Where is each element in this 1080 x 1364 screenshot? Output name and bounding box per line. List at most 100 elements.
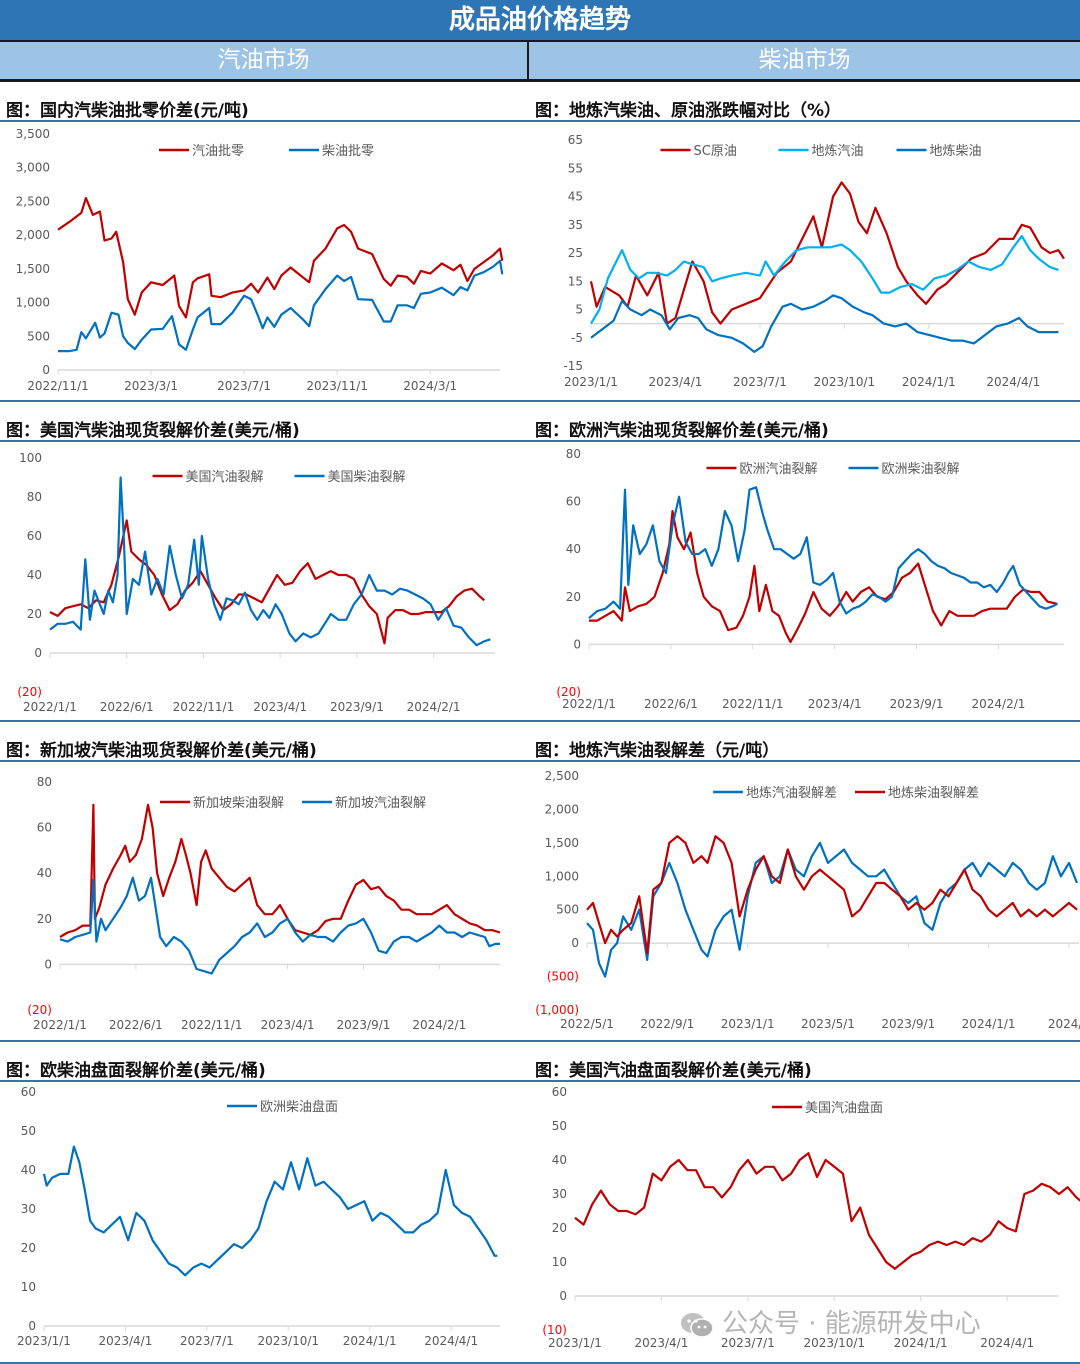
x-tick-label: 2023/4/1 (261, 1018, 315, 1032)
x-tick-label: 2023/10/1 (804, 1336, 866, 1350)
watermark-text: 公众号 · 能源研发中心 (722, 1309, 981, 1339)
legend-item: 地炼汽油 (778, 144, 864, 159)
series-line-2 (590, 235, 1059, 325)
legend-label: 欧洲汽油裂解 (740, 462, 818, 477)
title-underline (0, 760, 529, 762)
y-tick-label: 2,500 (545, 769, 579, 783)
y-tick-label: 500 (556, 903, 579, 917)
series-line-2 (588, 486, 1058, 620)
series-line-2 (586, 835, 1078, 955)
series-line-1 (49, 519, 486, 645)
x-tick-label: 2023/4/1 (634, 1336, 688, 1350)
panel-bottom-rule (0, 720, 529, 722)
y-tick-label: 0 (28, 1319, 36, 1333)
y-tick-label: 30 (21, 1202, 36, 1216)
y-tick-label: 10 (552, 1255, 567, 1269)
x-tick-label: 2023/10/1 (814, 375, 876, 389)
x-tick-label: 2024/1/1 (902, 375, 956, 389)
panel-bottom-rule (529, 1362, 1080, 1364)
x-tick-label: 2024/3/1 (403, 379, 457, 393)
legend-item: 地炼汽油裂解差 (713, 786, 837, 801)
legend-item: 新加坡柴油裂解 (160, 795, 284, 811)
y-tick-label: 65 (568, 133, 583, 147)
y-tick-label: 1,000 (16, 296, 50, 310)
legend-label: 新加坡汽油裂解 (335, 795, 426, 811)
x-tick-label: 2023/4/1 (808, 697, 862, 711)
y-tick-label: 45 (568, 190, 583, 204)
chart-title: 图：欧洲汽柴油现货裂解价差(美元/桶) (535, 421, 829, 441)
y-tick-label: (10) (542, 1323, 567, 1337)
line-chart: (1,000) (500) 0 500 1,000 1,500 2,000 2,500 2022… (535, 769, 1080, 1031)
legend-label: 地炼柴油裂解差 (888, 786, 979, 801)
y-tick-label: 0 (571, 936, 579, 950)
legend-item: 新加坡汽油裂解 (302, 795, 426, 811)
panel-bottom-rule (529, 720, 1080, 722)
title-underline (529, 120, 1080, 122)
title-underline (0, 440, 529, 442)
x-tick-label: 2022/11/1 (181, 1018, 243, 1032)
x-tick-label: 2024/2/1 (407, 700, 461, 714)
legend-label: 地炼汽油裂解差 (746, 786, 837, 801)
y-tick-label: 60 (21, 1085, 36, 1099)
x-tick-label: 2023/10/1 (258, 1334, 320, 1348)
x-tick-label: 2024/4/1 (980, 1336, 1034, 1350)
chart-title: 图：欧柴油盘面裂解价差(美元/桶) (6, 1061, 266, 1081)
legend-label: 地炼汽油 (812, 144, 864, 159)
y-tick-label: (20) (27, 1003, 52, 1017)
y-tick-label: 2,500 (16, 194, 50, 208)
y-tick-label: 60 (552, 1085, 567, 1099)
y-tick-label: 1,500 (16, 262, 50, 276)
x-tick-label: 2023/9/1 (336, 1018, 390, 1032)
y-tick-label: 55 (568, 161, 583, 175)
y-tick-label: 500 (27, 329, 50, 343)
title-underline (529, 760, 1080, 762)
x-tick-label: 2024/4/1 (424, 1334, 478, 1348)
watermark: 公众号 · 能源研发中心 (680, 1303, 981, 1340)
chart-title: 图：新加坡汽柴油现货裂解价差(美元/桶) (6, 741, 317, 761)
panel-bottom-rule (529, 400, 1080, 402)
y-tick-label: 25 (568, 246, 583, 260)
x-tick-label: 2023/9/1 (881, 1017, 935, 1031)
panel-bottom-rule (0, 1362, 529, 1364)
series-line-3 (590, 294, 1059, 353)
series-line-1 (57, 196, 504, 319)
x-tick-label: 2023/4/1 (649, 375, 703, 389)
x-tick-label: 2023/4/1 (253, 700, 307, 714)
x-tick-label: 2024/1/1 (962, 1017, 1016, 1031)
y-tick-label: 40 (21, 1163, 36, 1177)
y-tick-label: 0 (559, 1289, 567, 1303)
x-tick-label: 2023/4/1 (98, 1334, 152, 1348)
x-tick-label: 2022/6/1 (100, 700, 154, 714)
x-tick-label: 2022/11/1 (722, 697, 784, 711)
legend-label: 柴油批零 (322, 144, 374, 159)
x-tick-label: 2023/7/1 (217, 379, 271, 393)
y-tick-label: 40 (552, 1153, 567, 1167)
legend-label: 地炼柴油 (930, 144, 982, 159)
x-tick-label: 2022/11/1 (27, 379, 89, 393)
line-chart: 0 500 1,000 1,500 2,000 2,500 3,000 3,500 2022/1… (16, 127, 504, 393)
chart-title: 图：国内汽柴油批零价差(元/吨) (6, 101, 249, 121)
x-tick-label: 2022/1/1 (33, 1018, 87, 1032)
x-tick-label: 2022/9/1 (640, 1017, 694, 1031)
legend-label: 欧洲柴油裂解 (882, 462, 960, 477)
title-underline (529, 440, 1080, 442)
y-tick-label: 40 (27, 568, 42, 582)
line-chart: (20) 0 20 40 60 80 2022/1/1 2022/6/1 2022/11/1 20… (27, 775, 501, 1032)
legend-item: 地炼柴油 (896, 144, 982, 159)
x-tick-label: 2024/1/1 (343, 1334, 397, 1348)
title-underline (529, 1080, 1080, 1082)
series-line-2 (49, 476, 491, 647)
y-tick-label: -5 (571, 331, 583, 345)
y-tick-label: 10 (21, 1280, 36, 1294)
x-tick-label: 2023/9/1 (330, 700, 384, 714)
legend-label: 美国汽油裂解 (186, 470, 264, 485)
legend-label: 美国柴油裂解 (328, 470, 406, 485)
x-tick-label: 2022/11/1 (173, 700, 235, 714)
y-tick-label: 60 (566, 495, 581, 509)
title-underline (0, 120, 529, 122)
y-tick-label: 80 (37, 775, 52, 789)
y-tick-label: 60 (37, 821, 52, 835)
chart-panel-singapore-spot-crack: 图：新加坡汽柴油现货裂解价差(美元/桶) (20) 0 20 40 60 80 2022/1/… (0, 722, 529, 1042)
legend-item: SC原油 (660, 144, 737, 159)
y-tick-label: 20 (566, 590, 581, 604)
